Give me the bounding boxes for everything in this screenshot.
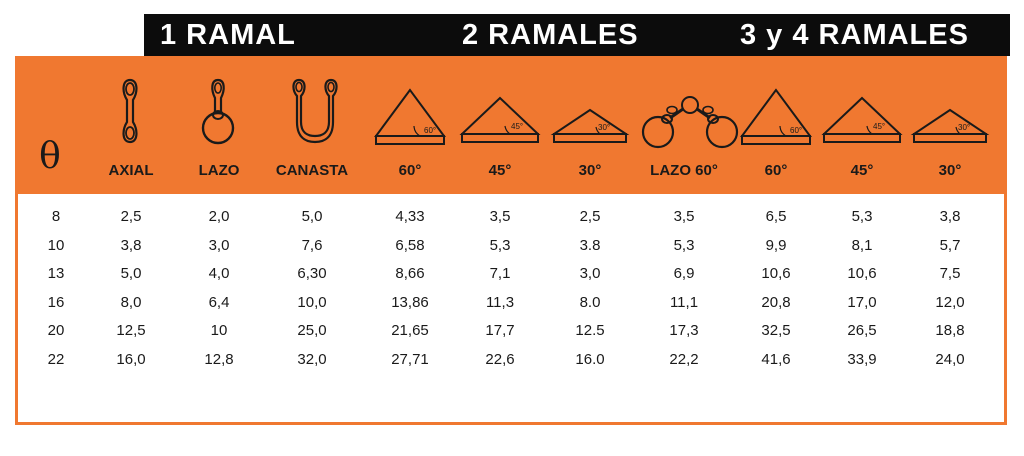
capacity-cell: 4,0 xyxy=(208,265,230,282)
capacity-cell: 8,0 xyxy=(120,293,142,311)
capacity-cell: 13,86 xyxy=(391,293,429,311)
group-title-2-ramales: 2 RAMALES xyxy=(462,19,639,51)
capacity-cell: 3.8 xyxy=(579,236,601,254)
capacity-cell: 7,6 xyxy=(301,236,323,254)
capacity-cell: 12,5 xyxy=(116,322,146,339)
capacity-cell: 2,5 xyxy=(579,208,601,225)
capacity-cell: 22,6 xyxy=(485,350,515,368)
capacity-cell: 7,5 xyxy=(939,265,961,282)
capacity-cell: 16,0 xyxy=(116,350,146,368)
capacity-cell: 12,0 xyxy=(935,293,965,311)
capacity-cell: 16.0 xyxy=(575,350,605,368)
column-header-2r-30: 30° xyxy=(578,162,602,179)
double-choker-60-icon xyxy=(641,94,739,150)
capacity-cell: 3,0 xyxy=(579,265,601,282)
capacity-cell: 17,3 xyxy=(669,322,699,339)
multi-leg-60-icon: 60° xyxy=(740,88,812,148)
capacity-cell: 18,8 xyxy=(935,322,965,339)
capacity-cell: 2,0 xyxy=(208,208,230,225)
angle-mark-60-b: 60° xyxy=(790,126,802,135)
capacity-cell: 8.0 xyxy=(579,293,601,311)
angle-mark-60: 60° xyxy=(424,126,436,135)
column-header-3r-45: 45° xyxy=(850,162,874,179)
diameter-cell: 16 xyxy=(47,293,65,311)
angle-mark-30-b: 30° xyxy=(958,123,970,132)
capacity-cell: 26,5 xyxy=(847,322,877,339)
diameter-cell: 8 xyxy=(51,208,61,225)
capacity-cell: 32,0 xyxy=(297,350,327,368)
two-leg-30-icon: 30° xyxy=(550,108,630,150)
group-header-bar: 1 RAMAL 2 RAMALES 3 y 4 RAMALES xyxy=(144,14,1010,56)
diameter-cell: 20 xyxy=(47,322,65,339)
column-header-2r-45: 45° xyxy=(488,162,512,179)
table-header-band xyxy=(15,56,1007,194)
capacity-cell: 6,4 xyxy=(208,293,230,311)
capacity-cell: 3,8 xyxy=(120,236,142,254)
diameter-cell: 13 xyxy=(47,265,65,282)
angle-mark-45-b: 45° xyxy=(873,122,885,131)
capacity-cell: 10 xyxy=(210,322,228,339)
capacity-cell: 9,9 xyxy=(765,236,787,254)
column-header-axial: AXIAL xyxy=(108,162,154,179)
capacity-cell: 12.5 xyxy=(575,322,605,339)
capacity-cell: 5,0 xyxy=(120,265,142,282)
capacity-cell: 12,8 xyxy=(204,350,234,368)
capacity-cell: 5,3 xyxy=(673,236,695,254)
capacity-cell: 17,0 xyxy=(847,293,877,311)
capacity-cell: 21,65 xyxy=(391,322,429,339)
multi-leg-30-icon: 30° xyxy=(910,108,990,150)
capacity-cell: 10,6 xyxy=(761,265,791,282)
capacity-cell: 5,7 xyxy=(939,236,961,254)
capacity-cell: 6,30 xyxy=(297,265,327,282)
column-header-lazo: LAZO xyxy=(198,162,240,179)
capacity-cell: 10,0 xyxy=(297,293,327,311)
capacity-cell: 2,5 xyxy=(120,208,142,225)
capacity-cell: 6,9 xyxy=(673,265,695,282)
capacity-cell: 3,8 xyxy=(939,208,961,225)
capacity-cell: 17,7 xyxy=(485,322,515,339)
capacity-cell: 4,33 xyxy=(395,208,425,225)
capacity-cell: 5,0 xyxy=(301,208,323,225)
capacity-cell: 25,0 xyxy=(297,322,327,339)
capacity-cell: 3,0 xyxy=(208,236,230,254)
capacity-cell: 27,71 xyxy=(391,350,429,368)
column-header-3r-30: 30° xyxy=(938,162,962,179)
capacity-cell: 5,3 xyxy=(851,208,873,225)
diameter-theta-label: θ xyxy=(39,136,61,177)
capacity-cell: 3,5 xyxy=(489,208,511,225)
axial-sling-icon xyxy=(116,78,144,144)
column-header-canasta: CANASTA xyxy=(275,162,349,179)
capacity-cell: 6,5 xyxy=(765,208,787,225)
capacity-cell: 6,58 xyxy=(395,236,425,254)
column-header-2r-lazo60: LAZO 60° xyxy=(650,162,718,179)
capacity-cell: 11,1 xyxy=(669,293,699,311)
capacity-cell: 32,5 xyxy=(761,322,791,339)
capacity-cell: 3,5 xyxy=(673,208,695,225)
two-leg-45-icon: 45° xyxy=(459,96,541,148)
choker-sling-icon xyxy=(198,78,238,148)
capacity-cell: 8,1 xyxy=(851,236,873,254)
capacity-cell: 5,3 xyxy=(489,236,511,254)
capacity-cell: 33,9 xyxy=(847,350,877,368)
angle-mark-45: 45° xyxy=(511,122,523,131)
capacity-cell: 10,6 xyxy=(847,265,877,282)
capacity-cell: 20,8 xyxy=(761,293,791,311)
capacity-cell: 22,2 xyxy=(669,350,699,368)
group-title-1-ramal: 1 RAMAL xyxy=(160,19,296,51)
basket-sling-icon xyxy=(290,78,340,144)
two-leg-60-icon: 60° xyxy=(374,88,446,148)
capacity-cell: 41,6 xyxy=(761,350,791,368)
diameter-cell: 22 xyxy=(47,350,65,368)
angle-mark-30: 30° xyxy=(598,123,610,132)
diameter-cell: 10 xyxy=(47,236,65,254)
column-header-3r-60: 60° xyxy=(764,162,788,179)
column-header-2r-60: 60° xyxy=(398,162,422,179)
capacity-cell: 7,1 xyxy=(489,265,511,282)
group-title-3-4-ramales: 3 y 4 RAMALES xyxy=(740,19,969,51)
capacity-cell: 11,3 xyxy=(485,293,515,311)
multi-leg-45-icon: 45° xyxy=(821,96,903,148)
capacity-cell: 8,66 xyxy=(395,265,425,282)
capacity-cell: 24,0 xyxy=(935,350,965,368)
